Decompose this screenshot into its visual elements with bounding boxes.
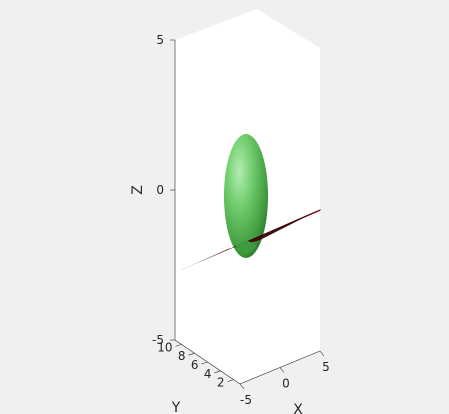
x-tick-label: 5 [322,360,330,374]
y-tick-label: 2 [217,376,225,390]
y-tick-mark [227,379,234,382]
ellipsoid-surface [224,134,268,258]
x-axis-label: X [293,402,303,414]
y-tick-mark [175,344,182,347]
x-ticks: -5 0 5 [239,350,330,407]
y-tick-label: 6 [191,358,199,372]
z-tick-label: -5 [152,333,164,347]
y-tick-mark [188,352,195,356]
y-tick-label: 10 [157,340,172,354]
y-tick-mark [214,370,221,374]
z-tick-label: 5 [156,33,164,47]
z-ticks: -5 0 5 [152,33,175,347]
x-tick-mark [279,367,285,373]
y-tick-label: 4 [204,367,212,381]
ellipsoid-lower-part [236,240,256,254]
x-tick-mark [319,350,325,357]
x-tick-label: 0 [282,377,290,391]
x-tick-label: -5 [240,393,252,407]
y-axis-label: Y [171,400,181,414]
z-tick-label: 0 [156,183,164,197]
z-axis-label: Z [130,185,146,195]
y-tick-mark [201,361,208,365]
plane-surface-body [181,209,321,270]
y-tick-label: 8 [178,349,186,363]
x-tick-mark [239,383,245,390]
